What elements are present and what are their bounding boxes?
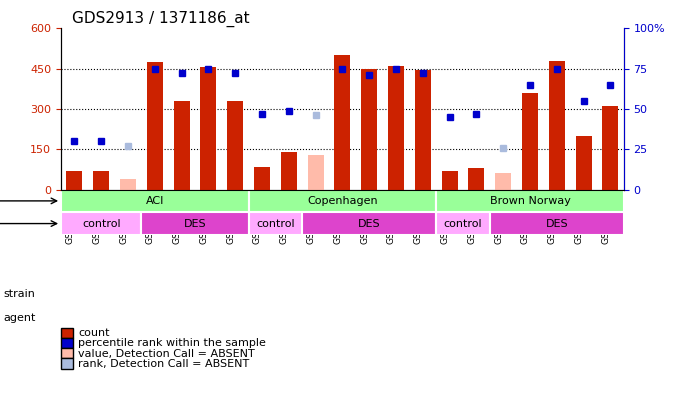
- Bar: [61, 190, 249, 212]
- Text: percentile rank within the sample: percentile rank within the sample: [78, 339, 266, 348]
- Bar: [142, 212, 249, 235]
- Bar: [201, 67, 216, 190]
- Text: DES: DES: [546, 219, 568, 228]
- Bar: [66, 171, 83, 190]
- Text: Copenhagen: Copenhagen: [307, 196, 378, 206]
- Bar: [249, 190, 436, 212]
- Bar: [441, 171, 458, 190]
- Text: count: count: [78, 328, 109, 338]
- Bar: [415, 70, 431, 190]
- Text: rank, Detection Call = ABSENT: rank, Detection Call = ABSENT: [78, 359, 250, 369]
- Bar: [334, 55, 351, 190]
- Bar: [490, 212, 624, 235]
- Bar: [308, 155, 323, 190]
- Bar: [388, 66, 404, 190]
- Text: control: control: [443, 219, 482, 228]
- Bar: [302, 212, 436, 235]
- Text: GDS2913 / 1371186_at: GDS2913 / 1371186_at: [73, 11, 250, 27]
- Text: Brown Norway: Brown Norway: [490, 196, 570, 206]
- Text: control: control: [256, 219, 295, 228]
- Text: DES: DES: [184, 219, 206, 228]
- Bar: [281, 152, 297, 190]
- Bar: [436, 190, 624, 212]
- Bar: [254, 167, 270, 190]
- Bar: [468, 168, 484, 190]
- Bar: [576, 136, 592, 190]
- Bar: [361, 69, 377, 190]
- Bar: [227, 101, 243, 190]
- Text: strain: strain: [3, 289, 35, 298]
- Text: control: control: [82, 219, 121, 228]
- Bar: [522, 93, 538, 190]
- Bar: [174, 101, 190, 190]
- Text: DES: DES: [358, 219, 380, 228]
- Bar: [549, 61, 565, 190]
- Bar: [495, 173, 511, 190]
- Text: agent: agent: [3, 313, 36, 323]
- Text: ACI: ACI: [146, 196, 164, 206]
- Bar: [120, 179, 136, 190]
- Bar: [249, 212, 302, 235]
- Bar: [93, 171, 109, 190]
- Bar: [436, 212, 490, 235]
- Bar: [602, 106, 618, 190]
- Bar: [146, 62, 163, 190]
- Bar: [61, 212, 142, 235]
- Text: value, Detection Call = ABSENT: value, Detection Call = ABSENT: [78, 349, 255, 358]
